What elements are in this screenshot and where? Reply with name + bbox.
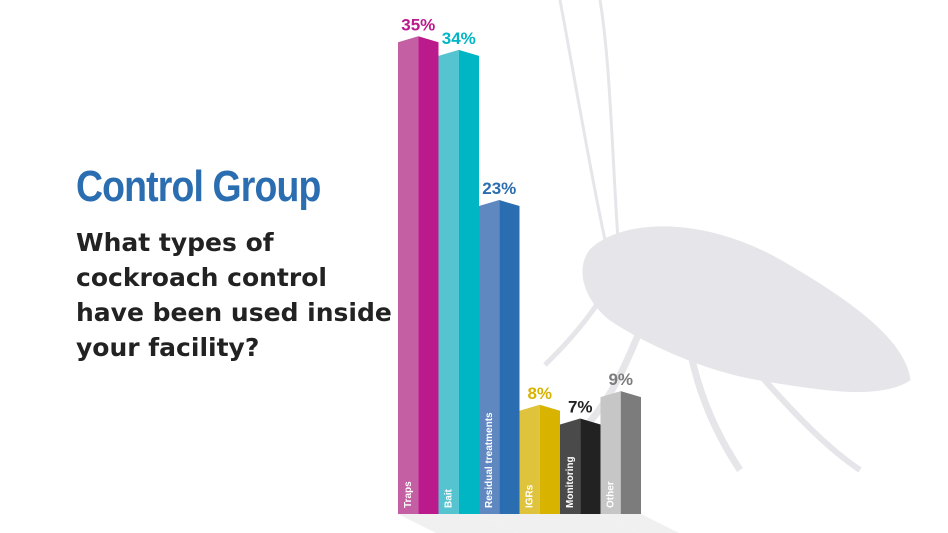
bar-value-label: 7% xyxy=(568,397,593,416)
survey-question: What types of cockroach control have bee… xyxy=(76,228,392,362)
bar-5-light-face xyxy=(600,391,621,514)
bar-3-dark-face xyxy=(539,404,560,514)
bar-2-dark-face xyxy=(499,200,520,515)
bar-shadow xyxy=(600,514,679,533)
bar-value-label: 9% xyxy=(608,370,633,389)
bar-category-label: Residual treatments xyxy=(484,412,495,508)
bar-0-light-face xyxy=(398,36,419,514)
bar-4-dark-face xyxy=(580,418,601,514)
bar-value-label: 8% xyxy=(527,384,552,403)
bar-category-label: Other xyxy=(606,481,617,508)
bar-0-dark-face xyxy=(418,36,439,514)
bar-shadow xyxy=(519,514,598,533)
bar-1-dark-face xyxy=(458,49,479,515)
bar-shadow xyxy=(479,514,558,533)
bar-category-label: Monitoring xyxy=(565,456,576,508)
bar-4-light-face xyxy=(560,418,581,514)
bar-category-label: Traps xyxy=(403,481,414,508)
bar-3-light-face xyxy=(519,404,540,514)
bar-value-label: 23% xyxy=(482,179,516,198)
bar-1-light-face xyxy=(438,49,459,515)
bar-value-label: 35% xyxy=(401,15,435,34)
bar-category-label: Bait xyxy=(444,488,455,508)
bar-shadow xyxy=(560,514,639,533)
bar-category-label: IGRs xyxy=(525,484,536,508)
bar-2-light-face xyxy=(479,200,500,515)
bar-shadow xyxy=(398,514,477,533)
bar-value-label: 34% xyxy=(442,29,476,48)
bar-5-dark-face xyxy=(620,391,641,514)
bar-shadow xyxy=(438,514,517,533)
chart-title: Control Group xyxy=(76,162,321,211)
